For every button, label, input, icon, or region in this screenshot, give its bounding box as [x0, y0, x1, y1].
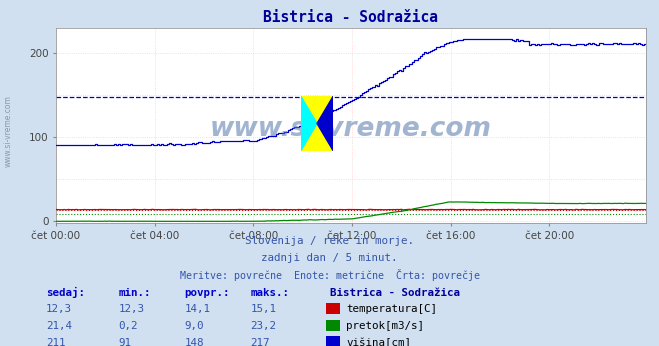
- Text: 211: 211: [46, 338, 66, 346]
- Text: min.:: min.:: [119, 288, 151, 298]
- Text: pretok[m3/s]: pretok[m3/s]: [346, 321, 424, 331]
- Text: maks.:: maks.:: [250, 288, 289, 298]
- Polygon shape: [317, 96, 333, 151]
- Polygon shape: [301, 96, 317, 151]
- Text: 148: 148: [185, 338, 204, 346]
- Text: višina[cm]: višina[cm]: [346, 337, 411, 346]
- Text: 0,2: 0,2: [119, 321, 138, 331]
- Text: 15,1: 15,1: [250, 304, 276, 315]
- Text: 217: 217: [250, 338, 270, 346]
- Text: 21,4: 21,4: [46, 321, 72, 331]
- Text: zadnji dan / 5 minut.: zadnji dan / 5 minut.: [261, 253, 398, 263]
- Text: sedaj:: sedaj:: [46, 287, 85, 298]
- Text: 9,0: 9,0: [185, 321, 204, 331]
- Text: 91: 91: [119, 338, 132, 346]
- Text: temperatura[C]: temperatura[C]: [346, 304, 437, 315]
- Text: 12,3: 12,3: [119, 304, 144, 315]
- Text: Bistrica - Sodražica: Bistrica - Sodražica: [330, 288, 459, 298]
- Text: Slovenija / reke in morje.: Slovenija / reke in morje.: [245, 236, 414, 246]
- Text: www.si-vreme.com: www.si-vreme.com: [3, 95, 13, 167]
- Text: Meritve: povrečne  Enote: metrične  Črta: povrečje: Meritve: povrečne Enote: metrične Črta: …: [179, 268, 480, 281]
- Text: povpr.:: povpr.:: [185, 288, 230, 298]
- Text: 23,2: 23,2: [250, 321, 276, 331]
- Text: 14,1: 14,1: [185, 304, 210, 315]
- Polygon shape: [301, 96, 333, 151]
- Title: Bistrica - Sodražica: Bistrica - Sodražica: [264, 10, 438, 25]
- Text: 12,3: 12,3: [46, 304, 72, 315]
- Text: www.si-vreme.com: www.si-vreme.com: [210, 116, 492, 142]
